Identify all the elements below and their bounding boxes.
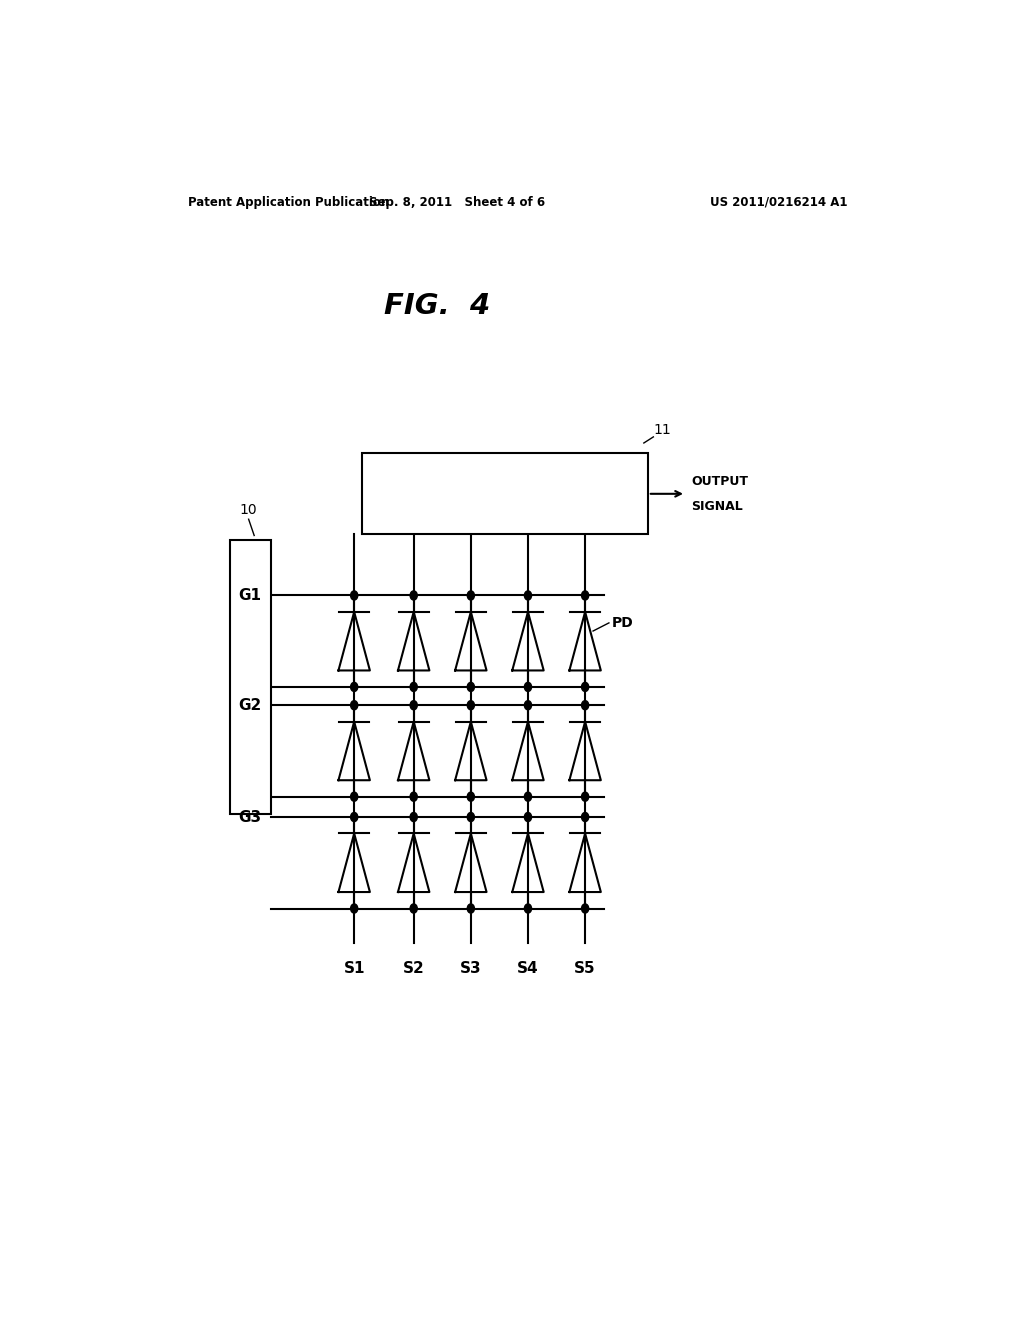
Circle shape — [350, 792, 357, 801]
Circle shape — [582, 792, 589, 801]
Circle shape — [411, 792, 417, 801]
Text: S5: S5 — [574, 961, 596, 977]
Circle shape — [411, 904, 417, 913]
Circle shape — [350, 682, 357, 692]
Circle shape — [524, 682, 531, 692]
Circle shape — [467, 591, 474, 601]
Circle shape — [524, 591, 531, 601]
Text: S1: S1 — [343, 961, 365, 977]
Circle shape — [411, 591, 417, 601]
Circle shape — [467, 682, 474, 692]
Bar — [229, 540, 270, 814]
Circle shape — [467, 904, 474, 913]
Circle shape — [467, 792, 474, 801]
Circle shape — [524, 904, 531, 913]
Text: PD: PD — [611, 616, 633, 630]
Circle shape — [524, 792, 531, 801]
Bar — [362, 453, 648, 535]
Text: SIGNAL: SIGNAL — [691, 500, 743, 513]
Text: US 2011/0216214 A1: US 2011/0216214 A1 — [710, 195, 848, 209]
Circle shape — [350, 904, 357, 913]
Circle shape — [411, 701, 417, 710]
Text: 11: 11 — [653, 422, 671, 437]
Circle shape — [467, 812, 474, 821]
Circle shape — [350, 812, 357, 821]
Circle shape — [582, 591, 589, 601]
Circle shape — [350, 591, 357, 601]
Circle shape — [582, 812, 589, 821]
Text: 10: 10 — [240, 503, 257, 517]
Circle shape — [582, 682, 589, 692]
Text: S3: S3 — [460, 961, 481, 977]
Text: Sep. 8, 2011   Sheet 4 of 6: Sep. 8, 2011 Sheet 4 of 6 — [370, 195, 546, 209]
Text: OUTPUT: OUTPUT — [691, 475, 749, 487]
Text: S2: S2 — [402, 961, 425, 977]
Text: Patent Application Publication: Patent Application Publication — [187, 195, 389, 209]
Circle shape — [350, 701, 357, 710]
Circle shape — [467, 701, 474, 710]
Text: S4: S4 — [517, 961, 539, 977]
Text: G2: G2 — [238, 698, 261, 713]
Circle shape — [582, 701, 589, 710]
Text: G3: G3 — [239, 809, 261, 825]
Circle shape — [411, 682, 417, 692]
Circle shape — [524, 701, 531, 710]
Circle shape — [411, 812, 417, 821]
Text: FIG.  4: FIG. 4 — [384, 292, 490, 319]
Text: G1: G1 — [239, 587, 261, 603]
Circle shape — [582, 904, 589, 913]
Circle shape — [524, 812, 531, 821]
